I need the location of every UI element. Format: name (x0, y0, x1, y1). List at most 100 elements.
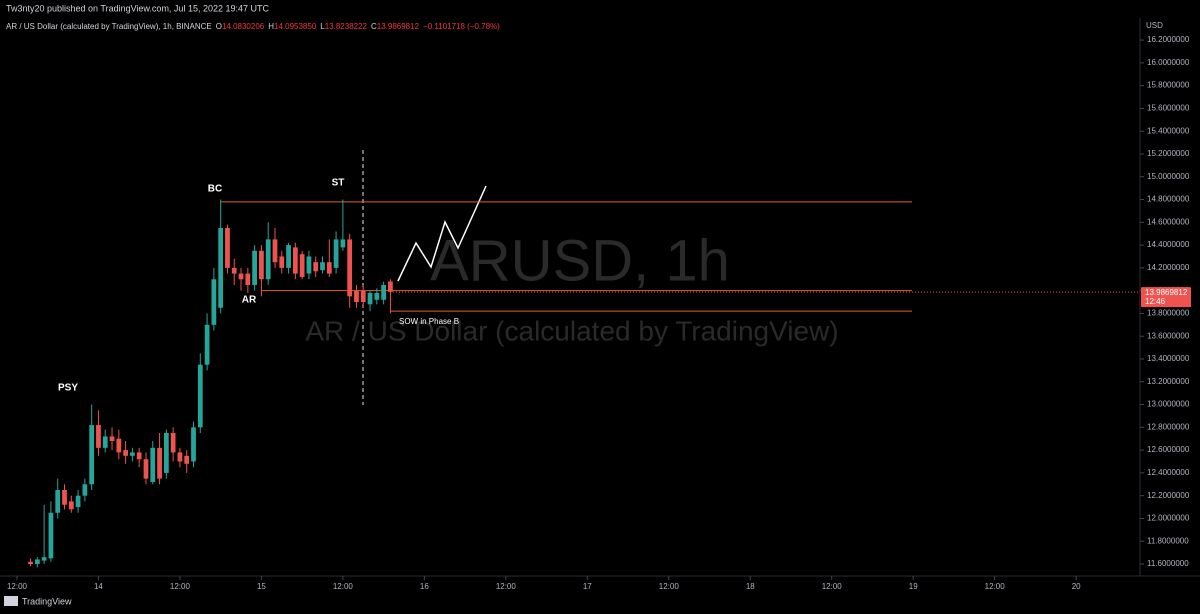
countdown: 12:46 (1145, 297, 1166, 306)
annotation: AR (242, 295, 257, 306)
candle-body (272, 239, 278, 263)
candle-body (184, 455, 190, 464)
y-tick-label: 15.4000000 (1147, 126, 1190, 135)
brand: TradingView (22, 596, 72, 606)
projection-path (397, 185, 487, 282)
x-tick-label: 12:00 (822, 582, 843, 591)
candle-body (89, 425, 95, 485)
y-tick-label: 11.8000000 (1147, 536, 1189, 545)
candle-body (130, 452, 135, 456)
ohlc-label: O (216, 22, 222, 31)
candle-body (279, 256, 285, 268)
x-tick-label: 12:00 (659, 582, 680, 591)
y-tick-label: 13.6000000 (1147, 331, 1190, 340)
y-tick-label: 15.6000000 (1147, 104, 1190, 113)
candle-body (68, 501, 74, 510)
symbol: AR / US Dollar (calculated by TradingVie… (6, 22, 212, 31)
candle-body (218, 228, 224, 308)
candle-body (326, 262, 332, 274)
candle-body (62, 489, 67, 505)
publisher: Tw3nty20 published on TradingView.com, J… (6, 3, 269, 13)
candle-body (245, 273, 251, 285)
candle-body (177, 452, 183, 462)
annotation: SOW in Phase B (399, 317, 459, 326)
brand-logo (4, 596, 18, 606)
candle-body (109, 436, 115, 442)
x-tick-label: 14 (94, 582, 103, 591)
ohlc-label: H (268, 22, 274, 31)
candle-body (225, 228, 230, 268)
x-tick-label: 18 (746, 582, 755, 591)
x-tick-label: 16 (420, 582, 429, 591)
last-price-box (1141, 287, 1191, 308)
y-tick-label: 14.8000000 (1147, 195, 1190, 204)
candle-body (265, 239, 271, 280)
candle-body (340, 239, 346, 248)
x-tick-label: 15 (257, 582, 266, 591)
ohlc-value: 14.0953850 (274, 22, 317, 31)
candle-body (116, 438, 122, 453)
change: −0.1101718 (−0.78%) (423, 22, 500, 31)
y-tick-label: 15.8000000 (1147, 81, 1190, 90)
ohlc-value: 13.9869812 (377, 22, 420, 31)
y-tick-label: 15.0000000 (1147, 172, 1190, 181)
candle-body (157, 447, 162, 479)
currency: USD (1146, 21, 1163, 30)
y-tick-label: 12.0000000 (1147, 514, 1190, 523)
candle-body (41, 557, 47, 561)
annotation: ST (332, 178, 345, 189)
candle-body (231, 267, 237, 274)
y-tick-label: 14.6000000 (1147, 217, 1190, 226)
candle-body (82, 484, 88, 496)
candle-body (55, 489, 61, 513)
candle-body (374, 292, 380, 300)
candle-body (170, 433, 176, 453)
y-tick-label: 13.8000000 (1147, 309, 1190, 318)
candle-body (360, 290, 366, 303)
y-tick-label: 12.4000000 (1147, 468, 1190, 477)
candle-body (292, 247, 298, 274)
watermark: ARUSD, 1h (430, 228, 730, 293)
ohlc-label: L (320, 22, 325, 31)
x-tick-label: 17 (583, 582, 592, 591)
candle-body (191, 427, 196, 462)
y-tick-label: 12.2000000 (1147, 491, 1190, 500)
candle-body (211, 279, 217, 325)
x-tick-label: 19 (909, 582, 918, 591)
candle-body (354, 290, 359, 303)
y-tick-label: 13.0000000 (1147, 400, 1190, 409)
candle-body (238, 273, 244, 280)
x-tick-label: 12:00 (333, 582, 354, 591)
annotation: PSY (58, 383, 78, 394)
candle-body (252, 250, 257, 285)
candle-body (136, 452, 142, 460)
y-tick-label: 16.0000000 (1147, 58, 1190, 67)
candle-body (197, 364, 203, 428)
x-tick-label: 12:00 (985, 582, 1006, 591)
candle-body (333, 239, 339, 268)
candle-body (259, 250, 264, 280)
candle-body (143, 459, 149, 479)
candle-body (299, 254, 305, 277)
candle-body (75, 495, 81, 508)
candle-body (320, 262, 325, 271)
candle-body (204, 324, 210, 365)
ohlc-value: 14.0830206 (222, 22, 265, 31)
candle-body (367, 292, 373, 305)
x-tick-label: 12:00 (7, 582, 28, 591)
y-tick-label: 13.4000000 (1147, 354, 1190, 363)
candle-body (34, 559, 40, 565)
watermark-subtitle: AR / US Dollar (calculated by TradingVie… (305, 315, 838, 346)
candle-body (28, 561, 33, 565)
x-tick-label: 12:00 (170, 582, 191, 591)
ohlc-label: C (371, 22, 377, 31)
y-tick-label: 14.4000000 (1147, 240, 1190, 249)
annotation: BC (208, 184, 222, 195)
y-tick-label: 14.2000000 (1147, 263, 1190, 272)
candle-body (48, 512, 54, 559)
candle-body (102, 436, 108, 448)
candle-body (313, 262, 319, 272)
y-tick-label: 12.8000000 (1147, 422, 1190, 431)
